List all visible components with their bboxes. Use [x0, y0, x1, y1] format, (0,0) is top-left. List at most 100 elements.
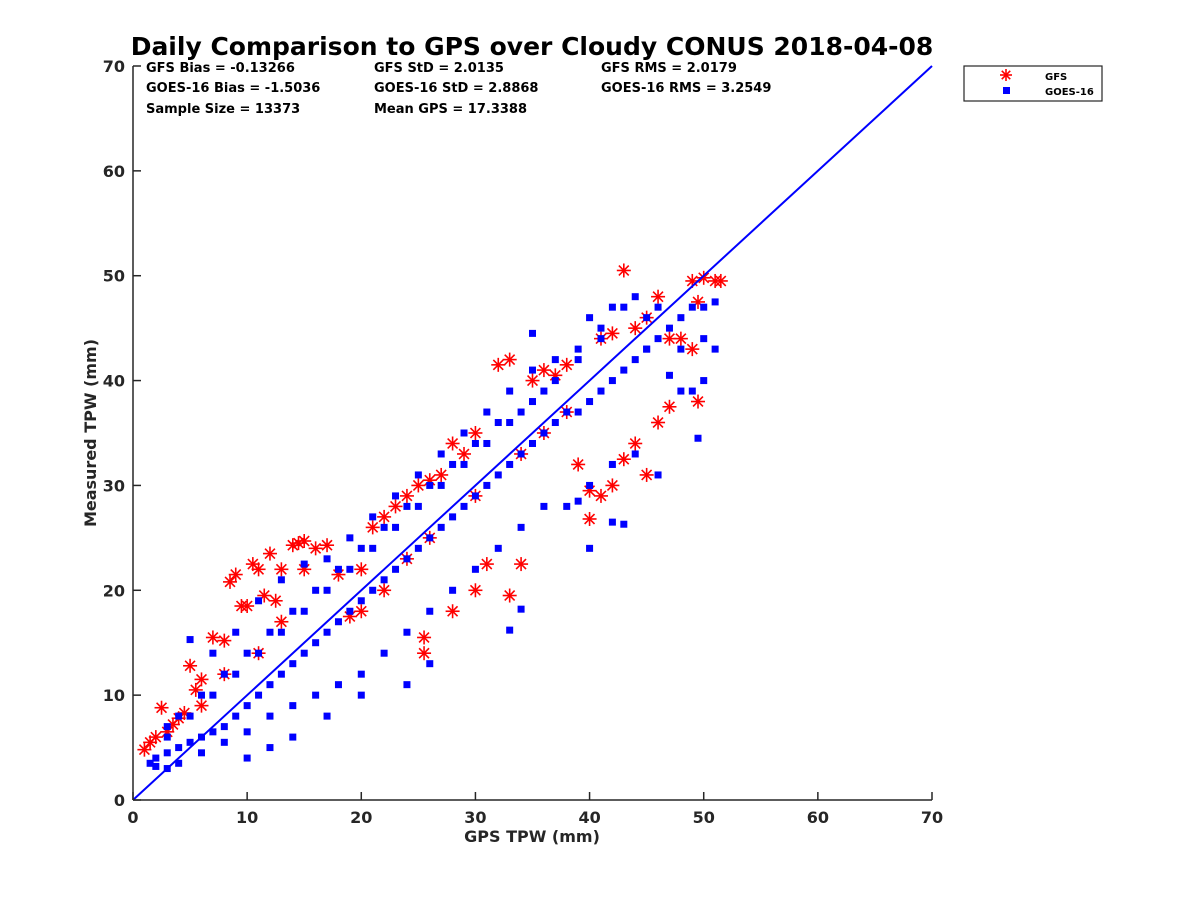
- goes16-point: [471, 439, 479, 447]
- gfs-point: [468, 583, 483, 598]
- gfs-point: [593, 488, 608, 503]
- goes16-point: [665, 371, 673, 379]
- gfs-point: [651, 289, 666, 304]
- goes16-point: [323, 586, 331, 594]
- goes16-point: [255, 691, 263, 699]
- goes16-point: [414, 471, 422, 479]
- legend-gfs-marker: [1000, 69, 1012, 81]
- goes16-point: [357, 691, 365, 699]
- gfs-point: [582, 511, 597, 526]
- stat-line: Mean GPS = 17.3388: [374, 102, 527, 117]
- goes16-point: [597, 335, 605, 343]
- goes16-point: [460, 460, 468, 468]
- stat-line: GFS RMS = 2.0179: [601, 61, 737, 76]
- gfs-point: [217, 633, 232, 648]
- goes16-point: [449, 460, 457, 468]
- y-ticks: 0 10 20 30 40 50 60 70: [103, 57, 141, 810]
- gfs-point: [354, 562, 369, 577]
- gfs-point: [491, 357, 506, 372]
- goes16-point: [437, 523, 445, 531]
- goes16-point: [220, 670, 228, 678]
- gfs-point: [536, 363, 551, 378]
- gfs-point: [291, 536, 306, 551]
- gfs-point: [502, 352, 517, 367]
- goes16-point: [369, 586, 377, 594]
- x-axis-label: GPS TPW (mm): [464, 827, 600, 846]
- gfs-point: [194, 698, 209, 713]
- goes16-point: [574, 356, 582, 364]
- gfs-point: [417, 646, 432, 661]
- goes16-point: [631, 450, 639, 458]
- goes16-point: [529, 398, 536, 406]
- goes16-point: [346, 565, 354, 573]
- goes16-point: [209, 728, 217, 736]
- legend-goes16-label: GOES-16: [1045, 87, 1094, 98]
- y-tick-label: 40: [103, 372, 125, 391]
- gfs-point: [468, 426, 483, 440]
- goes16-point: [369, 544, 377, 552]
- stat-line: GOES-16 RMS = 3.2549: [601, 81, 771, 96]
- stat-line: Sample Size = 13373: [146, 102, 300, 117]
- goes16-point: [643, 345, 651, 353]
- goes16-point: [506, 387, 514, 395]
- goes16-point: [186, 712, 194, 720]
- gfs-point: [628, 436, 643, 451]
- goes16-point: [334, 618, 342, 626]
- goes16-point: [540, 502, 548, 510]
- goes16-point: [608, 460, 616, 468]
- goes16-point: [232, 670, 240, 678]
- x-tick-label: 20: [350, 808, 372, 827]
- x-tick-label: 0: [127, 808, 138, 827]
- stat-line: GOES-16 Bias = -1.5036: [146, 81, 320, 96]
- goes16-point: [574, 345, 582, 353]
- goes16-point: [574, 497, 582, 505]
- goes16-point: [700, 303, 708, 311]
- goes16-point: [357, 544, 365, 552]
- gfs-point: [691, 394, 706, 409]
- gfs-point: [479, 557, 494, 572]
- x-tick-label: 30: [464, 808, 486, 827]
- goes16-point: [643, 314, 651, 322]
- gfs-point: [673, 331, 688, 346]
- goes16-point: [175, 744, 183, 752]
- gfs-point: [605, 326, 620, 341]
- goes16-point: [574, 408, 582, 416]
- goes16-point: [277, 670, 285, 678]
- gfs-point: [354, 604, 369, 619]
- gfs-point: [662, 331, 677, 346]
- goes16-point: [163, 749, 171, 757]
- goes16-point: [323, 555, 331, 563]
- goes16-point: [266, 628, 274, 636]
- gfs-point: [662, 399, 677, 414]
- gfs-point: [571, 457, 586, 472]
- goes16-point: [563, 502, 571, 510]
- goes16-point: [209, 649, 217, 657]
- goes16-point: [255, 597, 263, 605]
- gfs-point: [297, 534, 312, 549]
- goes16-point: [323, 628, 331, 636]
- goes16-point: [506, 460, 514, 468]
- goes16-point: [540, 387, 548, 395]
- gfs-point: [417, 630, 432, 645]
- goes16-point: [232, 712, 240, 720]
- goes16-point: [312, 691, 320, 699]
- goes16-point: [437, 450, 445, 458]
- goes16-point: [266, 681, 274, 689]
- goes16-point: [620, 366, 628, 374]
- stats-text: GFS Bias = -0.13266 GFS StD = 2.0135 GFS R…: [146, 61, 771, 117]
- goes16-point: [449, 513, 457, 521]
- goes16-point: [392, 492, 400, 500]
- legend-gfs-asterisk: [1000, 69, 1012, 81]
- goes16-point: [517, 408, 525, 416]
- goes16-point: [677, 345, 685, 353]
- goes16-point: [146, 759, 154, 767]
- goes16-point: [494, 419, 502, 427]
- goes16-point: [266, 744, 274, 752]
- goes16-point: [608, 303, 616, 311]
- goes16-point: [677, 387, 685, 395]
- gfs-point: [320, 538, 335, 553]
- gfs-point: [559, 357, 574, 372]
- goes16-point: [426, 534, 434, 542]
- x-tick-label: 70: [921, 808, 943, 827]
- goes16-point: [460, 502, 468, 510]
